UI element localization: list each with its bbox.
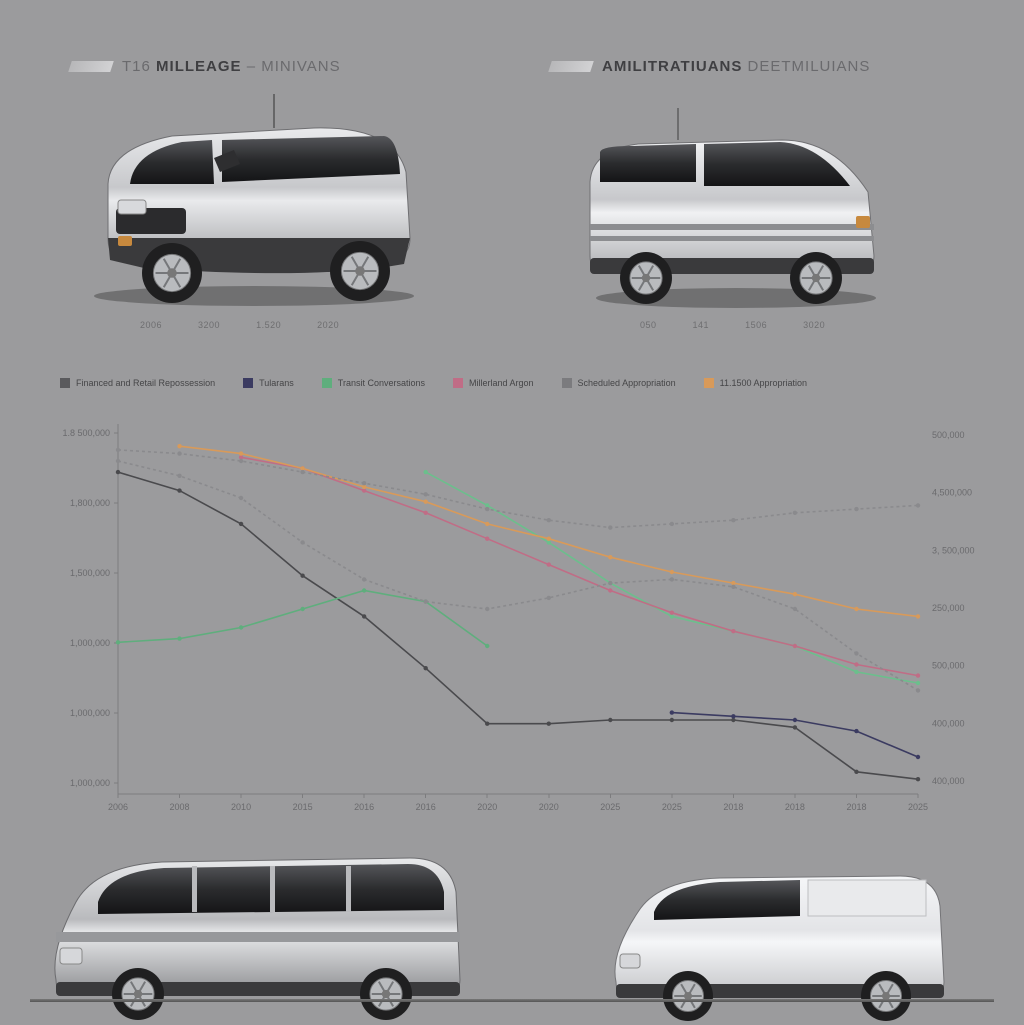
- svg-text:2008: 2008: [170, 802, 190, 812]
- svg-text:2020: 2020: [539, 802, 559, 812]
- svg-text:500,000: 500,000: [932, 430, 965, 440]
- van-bottom-left: [42, 832, 472, 1022]
- svg-text:2025: 2025: [908, 802, 928, 812]
- legend-item: 11.1500 Appropriation: [704, 378, 807, 388]
- svg-text:1,800,000: 1,800,000: [70, 498, 110, 508]
- svg-text:250,000: 250,000: [932, 603, 965, 613]
- svg-text:1,500,000: 1,500,000: [70, 568, 110, 578]
- legend-swatch-icon: [60, 378, 70, 388]
- svg-text:2016: 2016: [416, 802, 436, 812]
- svg-text:1,000,000: 1,000,000: [70, 708, 110, 718]
- svg-text:4,500,000: 4,500,000: [932, 488, 972, 498]
- svg-text:2015: 2015: [293, 802, 313, 812]
- svg-text:2006: 2006: [108, 802, 128, 812]
- svg-text:2025: 2025: [600, 802, 620, 812]
- legend-label: Financed and Retail Repossession: [76, 378, 215, 388]
- svg-text:2018: 2018: [846, 802, 866, 812]
- title-left-text: T16 MILLEAGE – MINIVANS: [122, 58, 341, 75]
- van-top-left: [64, 88, 434, 318]
- legend-swatch-icon: [322, 378, 332, 388]
- legend-label: Transit Conversations: [338, 378, 425, 388]
- svg-text:2016: 2016: [354, 802, 374, 812]
- title-swatch-icon: [548, 61, 594, 72]
- legend-label: Millerland Argon: [469, 378, 534, 388]
- legend-swatch-icon: [562, 378, 572, 388]
- svg-text:3, 500,000: 3, 500,000: [932, 545, 975, 555]
- svg-text:1,000,000: 1,000,000: [70, 778, 110, 788]
- legend-swatch-icon: [453, 378, 463, 388]
- legend-item: Financed and Retail Repossession: [60, 378, 215, 388]
- line-chart: 1.8 500,000 1,800,000 1,500,000 1,000,000 1,…: [32, 404, 992, 834]
- svg-text:2010: 2010: [231, 802, 251, 812]
- legend-label: 11.1500 Appropriation: [720, 378, 807, 388]
- svg-text:400,000: 400,000: [932, 718, 965, 728]
- spec-row-left: 2006 3200 1.520 2020: [140, 320, 339, 330]
- svg-text:400,000: 400,000: [932, 776, 965, 786]
- legend-item: Scheduled Appropriation: [562, 378, 676, 388]
- legend-label: Scheduled Appropriation: [578, 378, 676, 388]
- legend-swatch-icon: [704, 378, 714, 388]
- svg-text:2025: 2025: [662, 802, 682, 812]
- legend-item: Tularans: [243, 378, 294, 388]
- spec-row-right: 050 141 1506 3020: [640, 320, 825, 330]
- svg-text:2018: 2018: [785, 802, 805, 812]
- svg-text:1.8 500,000: 1.8 500,000: [62, 428, 110, 438]
- legend-item: Transit Conversations: [322, 378, 425, 388]
- chart-legend: Financed and Retail Repossession Tularans…: [60, 378, 807, 388]
- footer-shelf: [30, 999, 994, 1002]
- svg-text:1,000,000: 1,000,000: [70, 638, 110, 648]
- legend-item: Millerland Argon: [453, 378, 534, 388]
- svg-text:2018: 2018: [723, 802, 743, 812]
- svg-text:500,000: 500,000: [932, 661, 965, 671]
- title-swatch-icon: [68, 61, 114, 72]
- title-right-text: AMILITRATIUANS DEETMILUIANS: [602, 58, 870, 75]
- title-left: T16 MILLEAGE – MINIVANS: [70, 58, 341, 75]
- legend-swatch-icon: [243, 378, 253, 388]
- svg-text:2020: 2020: [477, 802, 497, 812]
- title-right: AMILITRATIUANS DEETMILUIANS: [550, 58, 870, 75]
- legend-label: Tularans: [259, 378, 294, 388]
- van-top-right: [568, 106, 898, 316]
